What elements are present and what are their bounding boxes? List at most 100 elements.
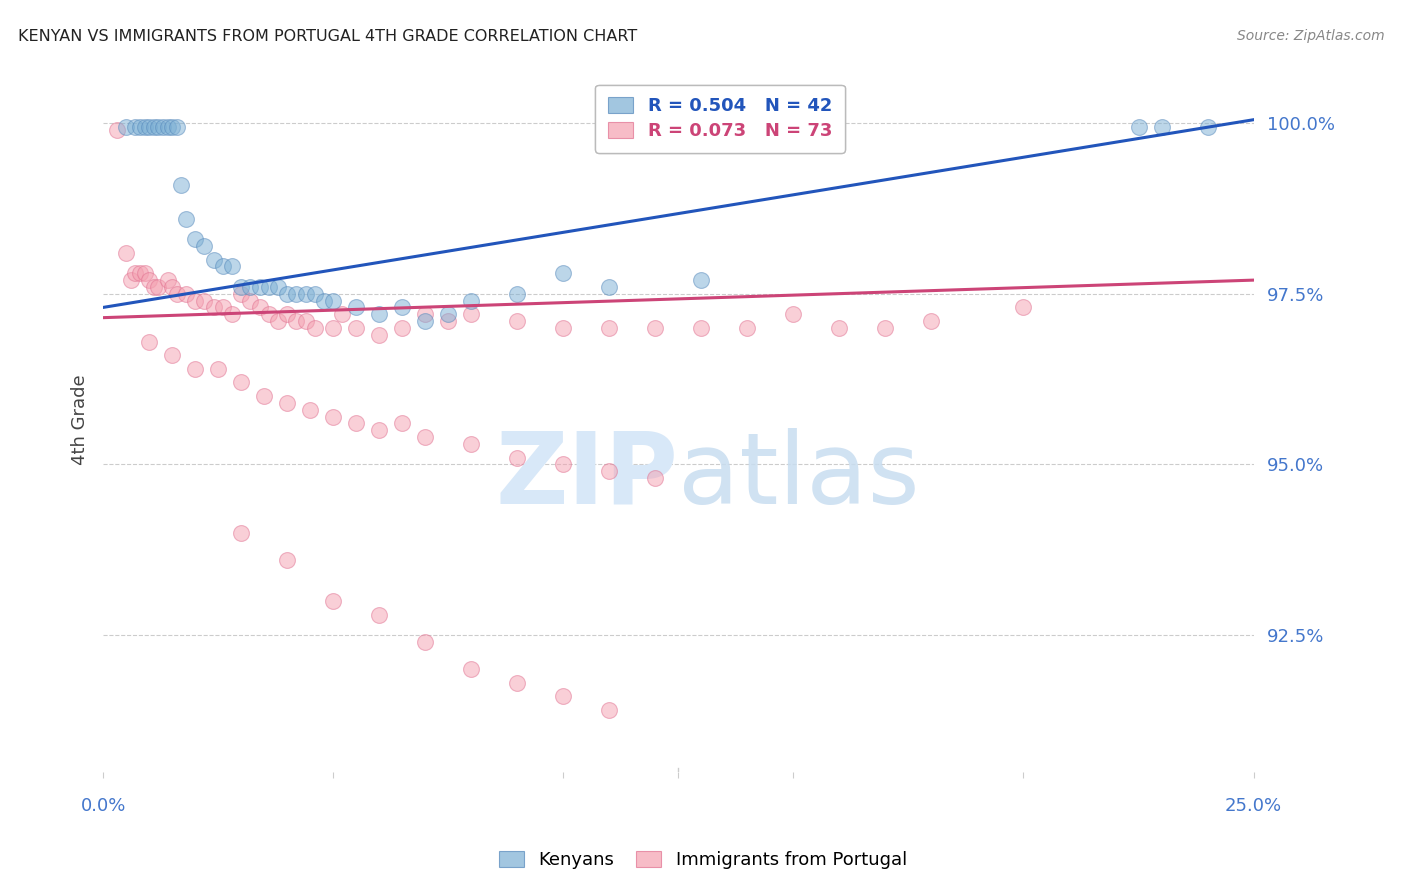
Text: ZIP: ZIP [495, 428, 678, 524]
Point [134, 120, 156, 134]
Point [276, 396, 298, 410]
Point [920, 314, 942, 328]
Point [312, 293, 335, 308]
Point [105, 123, 128, 137]
Point [231, 376, 253, 390]
Text: Source: ZipAtlas.com: Source: ZipAtlas.com [1237, 29, 1385, 43]
Point [211, 260, 233, 274]
Point [598, 464, 620, 478]
Point [276, 553, 298, 567]
Point [166, 286, 188, 301]
Point [828, 321, 851, 335]
Point [391, 301, 413, 315]
Point [202, 301, 225, 315]
Point [257, 307, 280, 321]
Point [553, 266, 575, 280]
Point [553, 458, 575, 472]
Point [368, 307, 391, 321]
Text: 0.0%: 0.0% [80, 797, 125, 814]
Point [138, 334, 160, 349]
Text: atlas: atlas [678, 428, 920, 524]
Point [782, 307, 804, 321]
Point [134, 266, 156, 280]
Point [332, 307, 354, 321]
Point [160, 120, 183, 134]
Point [124, 266, 146, 280]
Point [299, 402, 322, 417]
Point [391, 321, 413, 335]
Point [690, 321, 713, 335]
Point [267, 280, 290, 294]
Point [1150, 120, 1173, 134]
Point [506, 314, 529, 328]
Point [553, 690, 575, 704]
Point [184, 232, 207, 246]
Point [174, 211, 197, 226]
Point [304, 321, 326, 335]
Point [253, 389, 276, 403]
Point [1197, 120, 1219, 134]
Point [221, 260, 243, 274]
Point [413, 635, 436, 649]
Point [294, 314, 316, 328]
Point [115, 245, 138, 260]
Point [184, 362, 207, 376]
Point [249, 280, 271, 294]
Point [138, 273, 160, 287]
Point [142, 120, 165, 134]
Point [413, 314, 436, 328]
Point [460, 662, 482, 676]
Point [152, 120, 174, 134]
Point [129, 266, 152, 280]
Point [344, 301, 367, 315]
Point [506, 676, 529, 690]
Point [304, 286, 326, 301]
Point [231, 280, 253, 294]
Point [239, 280, 262, 294]
Point [506, 450, 529, 465]
Point [437, 314, 460, 328]
Text: 25.0%: 25.0% [1225, 797, 1282, 814]
Point [344, 417, 367, 431]
Point [1012, 301, 1035, 315]
Point [138, 120, 160, 134]
Point [170, 178, 193, 192]
Point [1128, 120, 1150, 134]
Point [276, 286, 298, 301]
Point [124, 120, 146, 134]
Point [202, 252, 225, 267]
Point [231, 286, 253, 301]
Point [344, 321, 367, 335]
Point [391, 417, 413, 431]
Y-axis label: 4th Grade: 4th Grade [72, 375, 89, 466]
Point [221, 307, 243, 321]
Point [193, 293, 215, 308]
Point [413, 430, 436, 444]
Point [285, 286, 308, 301]
Point [322, 594, 344, 608]
Point [413, 307, 436, 321]
Point [160, 280, 183, 294]
Point [460, 293, 482, 308]
Point [129, 120, 152, 134]
Point [156, 273, 179, 287]
Point [148, 280, 170, 294]
Point [690, 273, 713, 287]
Point [322, 409, 344, 424]
Point [294, 286, 316, 301]
Point [368, 327, 391, 342]
Point [285, 314, 308, 328]
Point [322, 321, 344, 335]
Point [553, 321, 575, 335]
Point [148, 120, 170, 134]
Text: KENYAN VS IMMIGRANTS FROM PORTUGAL 4TH GRADE CORRELATION CHART: KENYAN VS IMMIGRANTS FROM PORTUGAL 4TH G… [18, 29, 637, 44]
Point [368, 423, 391, 437]
Point [193, 239, 215, 253]
Point [267, 314, 290, 328]
Point [166, 120, 188, 134]
Point [160, 348, 183, 362]
Point [231, 525, 253, 540]
Point [211, 301, 233, 315]
Point [257, 280, 280, 294]
Point [460, 307, 482, 321]
